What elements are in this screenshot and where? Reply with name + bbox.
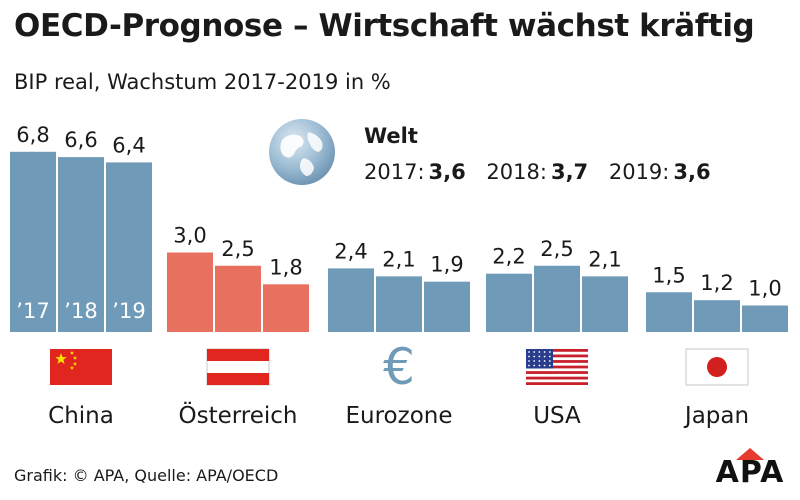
- euro-icon: €: [383, 338, 415, 396]
- bar: [215, 265, 261, 332]
- world-value-2018: 3,7: [550, 160, 589, 184]
- usa-flag-icon: [526, 349, 588, 385]
- bar: [167, 252, 213, 332]
- world-year-2017: 2017:: [364, 160, 425, 184]
- chart-title: OECD-Prognose – Wirtschaft wächst kräfti…: [14, 8, 755, 44]
- world-year-2018: 2018:: [486, 160, 547, 184]
- source-note: Grafik: © APA, Quelle: APA/OECD: [14, 466, 279, 485]
- bar-value-label: 1,5: [652, 263, 685, 287]
- world-value-2017: 3,6: [428, 160, 466, 184]
- world-label: Welt: [364, 124, 418, 148]
- bar-value-label: 1,2: [700, 271, 733, 295]
- bar-group-0: 6,8 ’17 6,6 ’18 6,4 ’19 China: [10, 123, 152, 429]
- bar-group-1: 3,0 2,5 1,8 Österreich: [167, 224, 309, 429]
- group-label: China: [48, 403, 114, 429]
- bar-value-label: 2,1: [382, 247, 415, 271]
- world-year-2019: 2019:: [608, 160, 670, 184]
- group-label: Österreich: [178, 401, 297, 429]
- year-label: ’17: [16, 299, 49, 323]
- bar: [486, 273, 532, 332]
- bar-group-3: 2,2 2,5 2,1 USA: [486, 237, 628, 429]
- bar: [534, 265, 580, 332]
- bar: [106, 162, 152, 332]
- bar: [10, 151, 56, 332]
- japan-flag-icon: [685, 348, 749, 386]
- bar: [742, 305, 788, 332]
- bar-value-label: 1,0: [748, 277, 781, 301]
- bar-value-label: 6,4: [112, 133, 145, 157]
- bar: [328, 268, 374, 332]
- apa-logo-icon: [736, 448, 764, 460]
- bar-value-label: 2,5: [221, 237, 254, 261]
- world-values: 2017: 3,6 2018: 3,7 2019: 3,6: [364, 160, 725, 184]
- bar: [376, 276, 422, 332]
- bar-value-label: 6,6: [64, 128, 97, 152]
- bar: [582, 276, 628, 332]
- bar: [646, 292, 692, 332]
- group-label: Eurozone: [345, 403, 452, 429]
- bar: [263, 284, 309, 332]
- bar-value-label: 2,4: [334, 239, 367, 263]
- world-value-2019: 3,6: [673, 160, 711, 184]
- apa-logo-text: APA: [715, 455, 785, 490]
- bar-value-label: 1,9: [430, 253, 463, 277]
- year-label: ’19: [112, 299, 145, 323]
- bar: [58, 157, 104, 332]
- group-label: USA: [533, 403, 581, 429]
- bar-value-label: 3,0: [173, 224, 206, 248]
- austria-flag-icon: [206, 348, 270, 386]
- bar-value-label: 2,2: [492, 245, 525, 269]
- bar: [694, 300, 740, 332]
- bar-group-4: 1,5 1,2 1,0 Japan: [646, 263, 788, 429]
- bar: [424, 281, 470, 332]
- bar-value-label: 2,5: [540, 237, 573, 261]
- svg-text:€: €: [383, 338, 415, 396]
- bar-value-label: 6,8: [16, 123, 49, 147]
- bar-value-label: 2,1: [588, 247, 621, 271]
- chart-subtitle: BIP real, Wachstum 2017-2019 in %: [14, 70, 391, 94]
- china-flag-icon: [50, 349, 112, 385]
- bar-group-2: 2,4 2,1 1,9 € Eurozone: [328, 239, 470, 429]
- year-label: ’18: [64, 299, 97, 323]
- bar-value-label: 1,8: [269, 255, 302, 279]
- globe-icon: [269, 119, 335, 185]
- group-label: Japan: [683, 403, 749, 429]
